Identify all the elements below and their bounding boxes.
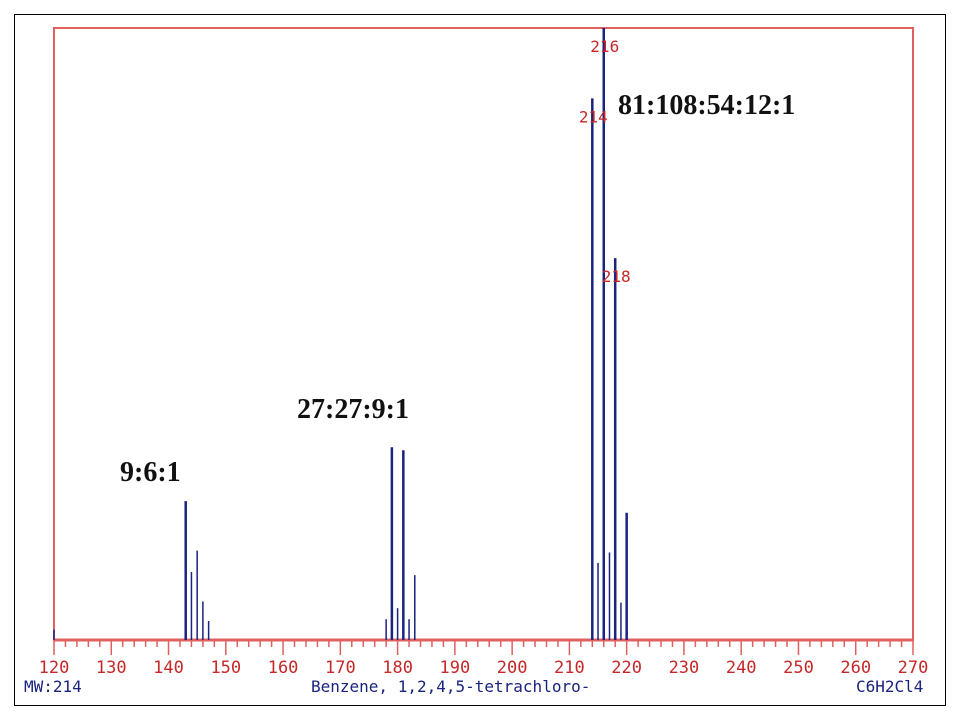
x-tick-label: 200 bbox=[497, 658, 528, 678]
x-tick-label: 170 bbox=[325, 658, 356, 678]
x-tick-label: 240 bbox=[726, 658, 757, 678]
annotation-ratio-m141: 9:6:1 bbox=[120, 457, 181, 488]
peak-label-216: 216 bbox=[590, 37, 619, 56]
compound-name-label: Benzene, 1,2,4,5-tetrachloro- bbox=[311, 677, 591, 696]
x-tick-label: 260 bbox=[840, 658, 871, 678]
x-tick-label: 250 bbox=[783, 658, 814, 678]
x-tick-label: 150 bbox=[210, 658, 241, 678]
peak-label-218: 218 bbox=[602, 267, 631, 286]
x-tick-label: 130 bbox=[96, 658, 127, 678]
x-tick-label: 210 bbox=[554, 658, 585, 678]
molecular-weight-label: MW:214 bbox=[24, 677, 82, 696]
x-tick-label: 140 bbox=[153, 658, 184, 678]
formula-label: C6H2Cl4 bbox=[856, 677, 924, 696]
figure-frame bbox=[14, 14, 946, 706]
x-tick-label: 180 bbox=[382, 658, 413, 678]
annotation-ratio-m179: 27:27:9:1 bbox=[297, 394, 409, 425]
x-tick-label: 230 bbox=[669, 658, 700, 678]
peak-label-214: 214 bbox=[579, 107, 608, 126]
x-tick-label: 220 bbox=[611, 658, 642, 678]
x-tick-label: 160 bbox=[268, 658, 299, 678]
x-tick-label: 190 bbox=[440, 658, 471, 678]
x-tick-label: 120 bbox=[39, 658, 70, 678]
x-tick-label: 270 bbox=[898, 658, 929, 678]
annotation-ratio-m214: 81:108:54:12:1 bbox=[618, 90, 796, 121]
